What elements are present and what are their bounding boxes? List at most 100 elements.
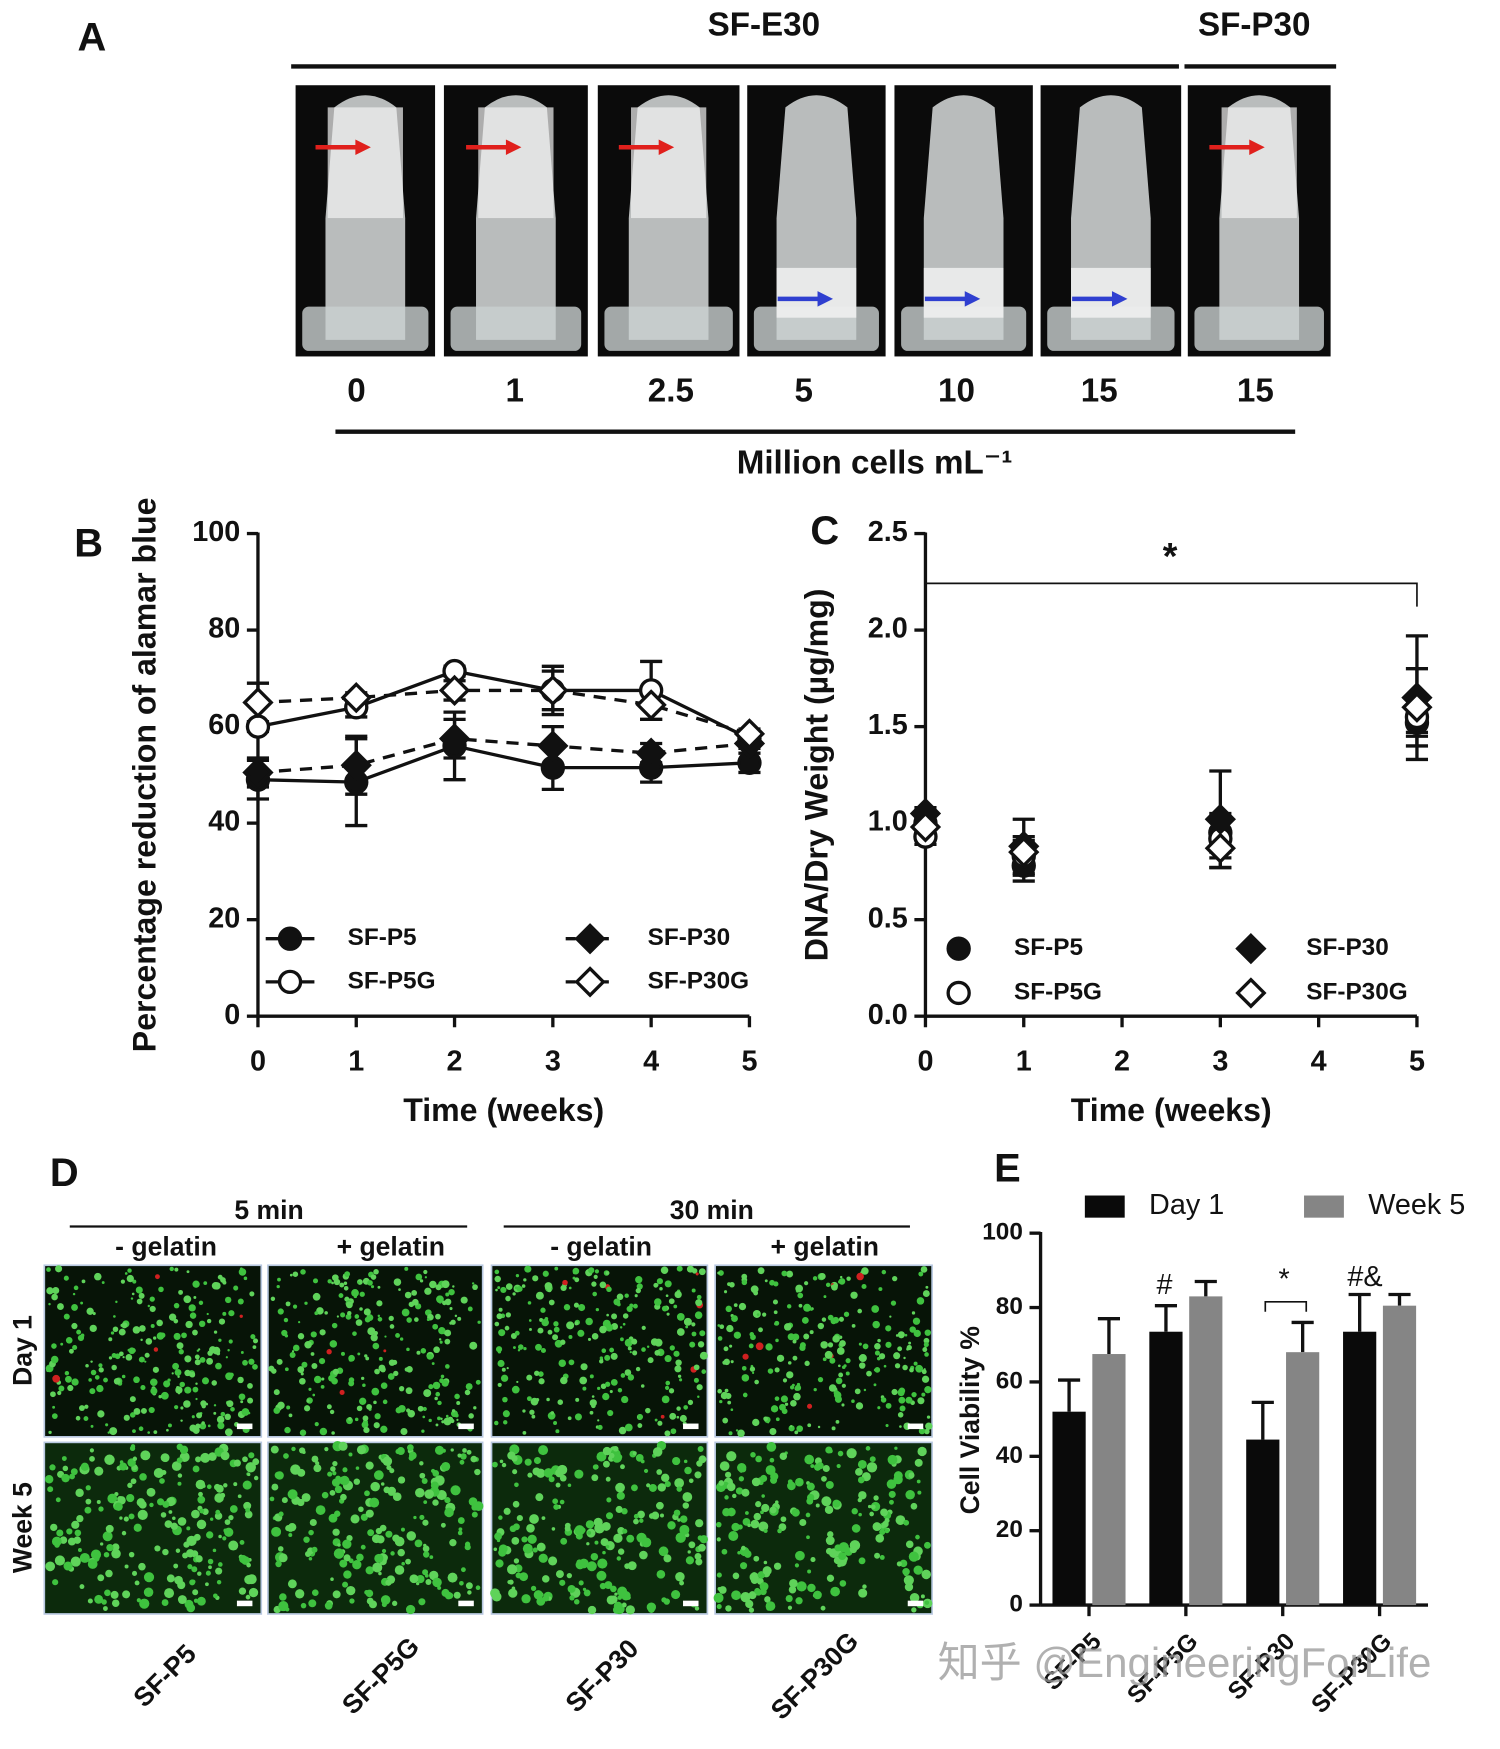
- cell: [858, 1342, 862, 1346]
- cell: [150, 1387, 158, 1395]
- cell: [441, 1280, 450, 1289]
- cell: [220, 1451, 230, 1461]
- cell: [780, 1516, 787, 1523]
- cell: [553, 1421, 558, 1425]
- cell: [795, 1550, 805, 1561]
- cell: [246, 1562, 251, 1568]
- cell: [569, 1595, 575, 1601]
- cell: [872, 1522, 882, 1532]
- y-tick-label: 0: [224, 999, 240, 1031]
- cell: [224, 1296, 232, 1304]
- cell: [909, 1593, 920, 1603]
- cell: [493, 1547, 498, 1552]
- cell: [825, 1446, 833, 1454]
- cell: [854, 1388, 861, 1395]
- cell: [123, 1516, 129, 1522]
- cell: [453, 1591, 461, 1599]
- cell: [519, 1572, 529, 1582]
- cell: [207, 1350, 213, 1356]
- cell: [836, 1347, 845, 1355]
- cell: [695, 1272, 699, 1276]
- cell: [723, 1346, 729, 1352]
- cell: [572, 1270, 577, 1275]
- cell: [673, 1350, 680, 1357]
- cell: [624, 1563, 631, 1570]
- cell: [657, 1420, 663, 1426]
- cell: [98, 1506, 104, 1512]
- cell: [870, 1504, 876, 1510]
- cell: [342, 1581, 349, 1588]
- cell: [350, 1514, 360, 1524]
- cell: [404, 1291, 412, 1299]
- cell: [536, 1542, 546, 1552]
- cell: [738, 1302, 747, 1311]
- cell: [388, 1359, 396, 1366]
- cell: [348, 1377, 355, 1383]
- cell: [65, 1375, 72, 1383]
- cell: [118, 1328, 126, 1336]
- cell: [415, 1487, 425, 1498]
- cell: [154, 1545, 161, 1552]
- cell: [158, 1394, 162, 1399]
- cell: [80, 1462, 89, 1471]
- cell: [621, 1395, 629, 1404]
- cell: [334, 1485, 343, 1494]
- cell: [717, 1271, 721, 1275]
- gelatin-label: - gelatin: [115, 1232, 217, 1262]
- cell: [273, 1407, 281, 1414]
- cell: [858, 1512, 862, 1517]
- cell: [291, 1350, 295, 1353]
- cell: [120, 1279, 126, 1284]
- concentration-label: 10: [938, 373, 975, 410]
- cell: [192, 1280, 200, 1288]
- cell: [604, 1354, 611, 1361]
- cell: [89, 1448, 95, 1453]
- cell: [472, 1284, 478, 1291]
- cell: [915, 1364, 924, 1373]
- cell: [216, 1579, 222, 1585]
- cell: [315, 1505, 326, 1515]
- cell: [679, 1515, 688, 1523]
- cell: [216, 1415, 225, 1424]
- cell: [879, 1555, 885, 1560]
- cell: [84, 1404, 89, 1409]
- cell: [838, 1542, 849, 1553]
- cell: [924, 1386, 932, 1394]
- cell: [874, 1552, 881, 1559]
- cell: [765, 1601, 776, 1611]
- cell: [634, 1294, 638, 1298]
- cell: [885, 1325, 892, 1332]
- cell: [119, 1462, 128, 1471]
- cell: [911, 1311, 916, 1315]
- cell: [228, 1540, 239, 1551]
- cell: [329, 1340, 338, 1348]
- cell: [173, 1302, 180, 1309]
- cell: [183, 1295, 192, 1304]
- cell: [551, 1527, 556, 1531]
- cell: [188, 1371, 192, 1375]
- cell: [541, 1318, 549, 1327]
- cell: [535, 1343, 542, 1351]
- cell: [920, 1594, 925, 1599]
- cell: [718, 1270, 724, 1276]
- cell: [338, 1293, 344, 1299]
- cell: [454, 1314, 458, 1318]
- cell: [130, 1478, 137, 1485]
- cell: [787, 1333, 795, 1341]
- gelatin-label: - gelatin: [550, 1232, 652, 1262]
- cell: [426, 1318, 430, 1322]
- cell: [871, 1305, 880, 1313]
- cell: [303, 1536, 310, 1543]
- cell: [777, 1528, 782, 1534]
- cell: [379, 1524, 387, 1532]
- cell: [497, 1286, 501, 1290]
- cell: [666, 1312, 670, 1316]
- cell: [647, 1605, 655, 1613]
- cell: [846, 1448, 857, 1459]
- cell: [731, 1590, 741, 1601]
- cell: [450, 1485, 461, 1496]
- cell: [217, 1422, 225, 1430]
- cell: [592, 1464, 599, 1470]
